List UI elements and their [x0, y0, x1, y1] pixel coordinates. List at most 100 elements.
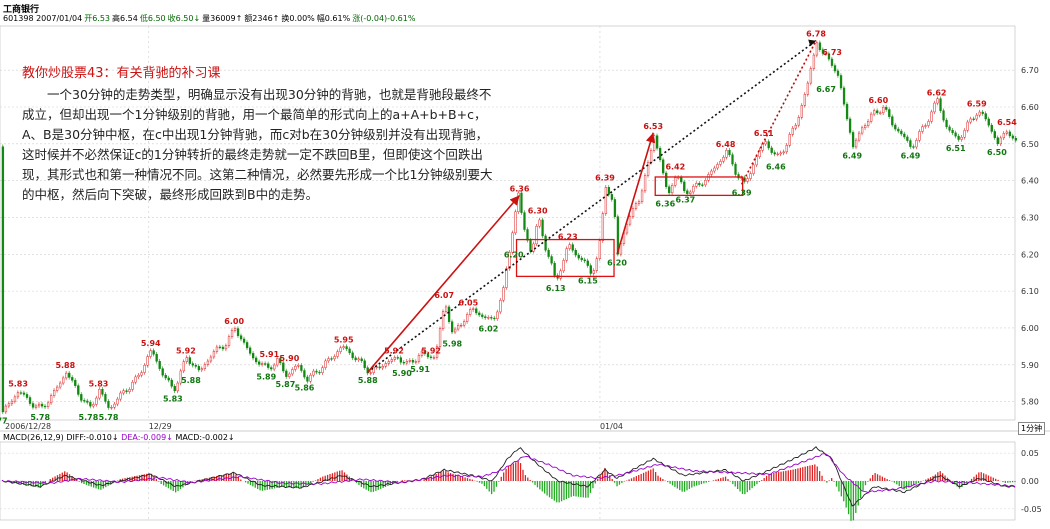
candle-body	[143, 365, 146, 373]
price-point-label: 6.59	[967, 100, 987, 109]
candle-body	[56, 386, 59, 391]
candle-body	[845, 103, 849, 120]
dotted-trendline	[367, 40, 817, 373]
candle-body	[686, 190, 689, 194]
price-point-label: 5.78	[79, 413, 99, 422]
candle-body	[520, 192, 523, 213]
candle-body	[46, 402, 50, 407]
candle-body	[348, 348, 351, 354]
candle-body	[472, 308, 475, 310]
candle-body	[399, 357, 403, 363]
candle-body	[523, 212, 526, 230]
candle-body	[900, 130, 903, 135]
period-selector[interactable]: 1分钟	[1018, 422, 1046, 435]
candle-body	[876, 110, 879, 114]
candle-body	[405, 361, 409, 364]
candle-body	[107, 401, 110, 408]
candle-body	[595, 258, 598, 271]
price-point-label: 6.20	[607, 258, 627, 267]
candle-body	[668, 186, 671, 194]
candle-body	[701, 184, 704, 186]
candle-body	[598, 240, 602, 259]
candle-body	[161, 368, 164, 376]
candle-body	[607, 187, 611, 195]
candle-body	[309, 374, 312, 382]
candle-body	[282, 362, 285, 372]
candle-body	[212, 351, 216, 358]
price-tick-label: 5.90	[1021, 361, 1039, 370]
quote-field: 收6.50↓	[167, 14, 201, 23]
price-point-label: 6.60	[868, 96, 888, 105]
price-point-label: 6.48	[716, 140, 736, 149]
candle-body	[671, 185, 674, 194]
price-point-label: 6.51	[946, 144, 966, 153]
candle-body	[291, 369, 294, 375]
candle-body	[854, 139, 858, 148]
candle-body	[354, 357, 357, 361]
price-tick-label: 6.00	[1021, 324, 1039, 333]
candle-body	[248, 347, 252, 354]
candle-body	[833, 65, 837, 72]
candle-body	[245, 342, 249, 349]
candle-body	[544, 235, 547, 251]
candle-body	[824, 53, 828, 55]
candle-body	[224, 345, 228, 350]
price-point-label: 6.54	[997, 118, 1017, 127]
candle-body	[197, 366, 201, 371]
price-point-label: 6.49	[842, 152, 862, 161]
candle-body	[251, 353, 255, 359]
candle-body	[999, 137, 1002, 145]
candle-body	[601, 213, 605, 241]
candle-body	[182, 361, 185, 372]
candle-body	[25, 394, 29, 398]
candle-body	[860, 127, 864, 134]
price-point-label: 5.89	[256, 372, 276, 381]
candle-body	[19, 392, 23, 394]
candle-body	[987, 118, 990, 126]
candle-body	[529, 240, 532, 252]
candle-body	[146, 356, 149, 366]
candle-body	[710, 170, 713, 175]
price-point-label: 5.90	[280, 354, 300, 363]
candle-body	[444, 306, 448, 312]
candle-body	[848, 118, 852, 133]
candle-body	[315, 370, 318, 373]
candle-body	[242, 338, 246, 343]
candle-body	[375, 366, 378, 368]
candle-body	[89, 402, 92, 407]
candle-body	[821, 49, 825, 54]
price-tick-label: 6.40	[1021, 177, 1039, 186]
price-tick-label: 6.50	[1021, 140, 1039, 149]
candle-body	[764, 141, 767, 145]
candle-body	[466, 314, 469, 322]
candle-body	[652, 135, 656, 151]
candle-body	[125, 390, 128, 392]
price-point-label: 5.78	[99, 413, 119, 422]
candle-body	[857, 132, 861, 141]
candle-body	[984, 113, 987, 120]
candle-body	[387, 361, 390, 364]
candle-body	[776, 153, 779, 155]
price-point-label: 5.92	[384, 346, 404, 355]
candle-body	[435, 346, 439, 358]
candle-body	[960, 137, 963, 140]
candle-body	[505, 268, 508, 288]
candle-body	[649, 150, 653, 163]
candle-body	[450, 321, 454, 333]
price-point-label: 5.88	[55, 361, 75, 370]
candle-body	[447, 306, 451, 322]
candle-body	[131, 381, 134, 390]
stock-name: 工商银行	[3, 5, 40, 15]
candle-body	[164, 374, 167, 379]
quote-field: 高6.54	[112, 14, 138, 23]
candle-body	[800, 105, 803, 118]
candle-body	[610, 194, 614, 200]
candle-body	[535, 225, 538, 245]
candle-body	[643, 175, 647, 192]
candle-body	[200, 368, 204, 371]
candle-body	[613, 199, 617, 217]
candle-body	[384, 363, 387, 367]
candle-body	[324, 360, 327, 368]
candle-body	[22, 392, 26, 395]
